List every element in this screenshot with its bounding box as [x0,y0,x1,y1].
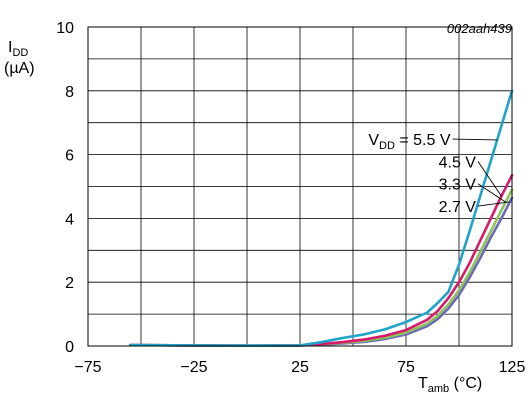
series-label-leader [452,138,498,141]
plot-frame [87,26,513,347]
y-axis-label-sub: DD [12,47,28,59]
series-labels: VDD = 5.5 V 4.5 V 3.3 V 2.7 V [368,132,476,216]
series-line-2-7-v [129,196,514,347]
y-axis-label-main: I [8,39,12,56]
y-tick-label: 4 [65,211,74,228]
x-tick-label: 25 [291,359,309,376]
series-label-leader [477,201,510,207]
series-lines [129,89,514,347]
x-axis-label-sub: amb [428,383,449,395]
label-leaders [452,138,510,207]
y-tick-label: 8 [65,84,74,101]
series-label: 4.5 V [439,154,477,171]
series-label-name: 3.3 V [439,177,477,194]
series-label-leader [477,161,502,197]
grid [88,27,512,346]
x-axis-label-unit: (°C) [449,375,482,392]
series-label-prefix-main: V [368,132,379,149]
series-label-prefix-sub: DD [379,140,395,152]
y-axis-label: IDD [8,39,28,59]
y-tick-label: 0 [65,339,74,356]
figure-ref: 002aah439 [447,21,512,36]
y-axis-unit: (µA) [4,60,35,77]
series-label-prefix-rest: = [395,132,413,149]
series-label-name: 2.7 V [439,199,477,216]
y-tick-label: 6 [65,148,74,165]
x-tick-label: −75 [74,359,101,376]
x-tick-label: 75 [397,359,415,376]
series-label-name: 5.5 V [413,132,451,149]
x-tick-label: −25 [180,359,207,376]
x-tick-labels: −75 −25 25 75 125 [74,359,525,376]
series-label-leader [477,183,506,203]
series-label: VDD = 5.5 V [368,132,450,152]
series-label-name: 4.5 V [439,154,477,171]
x-axis-label-main: T [418,375,428,392]
x-axis-label: Tamb (°C) [418,375,482,395]
y-tick-labels: 0 2 4 6 8 10 [56,20,74,356]
series-label: 2.7 V [439,199,477,216]
x-tick-label: 125 [499,359,526,376]
y-tick-label: 10 [56,20,74,37]
y-tick-label: 2 [65,275,74,292]
series-line-5-5-v [129,89,514,347]
series-label: 3.3 V [439,177,477,194]
